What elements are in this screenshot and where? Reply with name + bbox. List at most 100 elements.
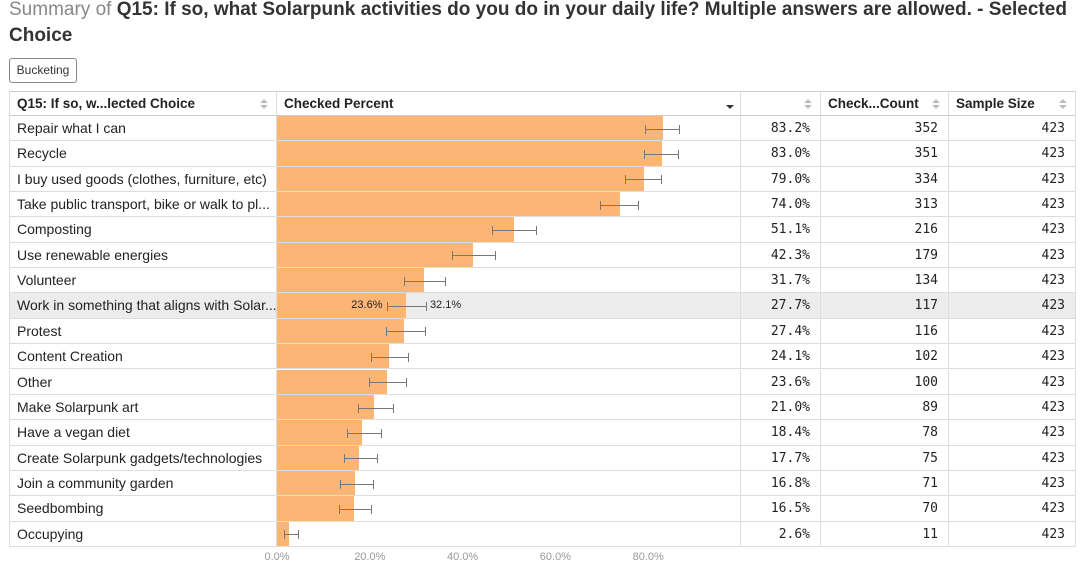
row-label[interactable]: Join a community garden [9,470,277,497]
sample-value: 423 [949,521,1076,547]
count-value: 89 [821,394,949,421]
row-label[interactable]: Content Creation [9,344,277,370]
sample-value: 423 [949,293,1076,319]
percent-value: 27.4% [741,318,821,345]
row-label[interactable]: Take public transport, bike or walk to p… [9,192,277,218]
ci-label: 23.6% [351,299,383,312]
row-label[interactable]: Use renewable energies [9,242,277,269]
error-cap [357,403,359,413]
percent-value: 83.2% [741,116,821,142]
row-label[interactable]: Repair what I can [9,116,277,142]
sample-value: 423 [949,192,1076,218]
column-header[interactable]: Sample Size [949,91,1076,116]
error-cap [405,378,407,388]
row-label[interactable]: Occupying [9,521,277,547]
row-label[interactable]: Create Solarpunk gadgets/technologies [9,445,277,471]
row-label[interactable]: Have a vegan diet [9,420,277,446]
title-prefix: Summary of [9,0,112,20]
error-bar [385,331,425,333]
x-tick-label: 60.0% [539,550,571,563]
count-value: 352 [821,116,949,142]
x-tick-label: 20.0% [354,550,386,563]
error-bar [625,179,661,181]
sample-value: 423 [949,470,1076,497]
sort-icon [932,99,940,109]
bar [277,369,387,394]
table: Q15: If so, w...lected Choice Checked Per… [9,91,1076,563]
percent-value: 16.8% [741,470,821,497]
sample-value: 423 [949,141,1076,167]
row-label[interactable]: Work in something that aligns with Solar… [9,293,277,319]
error-cap [283,530,285,540]
row-label[interactable]: I buy used goods (clothes, furniture, et… [9,166,277,193]
title-text: Q15: If so, what Solarpunk activities do… [9,0,1067,46]
bar [277,420,363,445]
bucketing-button[interactable]: Bucketing [9,58,77,83]
percent-value: 31.7% [741,268,821,294]
error-cap [599,200,601,210]
count-value: 134 [821,268,949,294]
row-label[interactable]: Protest [9,318,277,345]
dropdown-icon [726,105,734,109]
column-header[interactable] [741,91,821,116]
bar [277,445,360,470]
count-value: 78 [821,420,949,446]
error-cap [386,302,388,312]
column-header[interactable]: Checked Percent [277,91,741,116]
bar [277,217,515,242]
sample-value: 423 [949,496,1076,522]
bar [277,116,664,141]
error-cap [451,251,453,261]
error-bar [451,255,496,257]
error-cap [343,454,345,464]
column-header[interactable]: Q15: If so, w...lected Choice [9,91,277,116]
sort-icon [1059,99,1067,109]
count-value: 351 [821,141,949,167]
error-cap [677,150,679,160]
sample-value: 423 [949,116,1076,142]
error-cap [371,504,373,514]
x-tick-label: 40.0% [446,550,479,563]
sample-value: 423 [949,166,1076,193]
error-cap [346,428,348,438]
error-cap [495,251,497,261]
row-label[interactable]: Volunteer [9,268,277,294]
row-label[interactable]: Make Solarpunk art [9,394,277,421]
percent-value: 27.7% [741,293,821,319]
row-label[interactable]: Seedbombing [9,496,277,522]
row-label[interactable]: Composting [9,217,277,243]
error-cap [377,454,379,464]
error-cap [678,124,680,134]
percent-value: 24.1% [741,344,821,370]
error-cap [338,504,340,514]
percent-value: 51.1% [741,217,821,243]
percent-value: 17.7% [741,445,821,471]
percent-value: 16.5% [741,496,821,522]
error-cap [298,530,300,540]
error-cap [339,479,341,489]
error-bar [339,483,373,485]
sample-value: 423 [949,445,1076,471]
error-cap [372,479,374,489]
row-label[interactable]: Other [9,369,277,395]
sample-value: 423 [949,369,1076,395]
error-cap [445,276,447,286]
error-bar [338,508,372,510]
column-header[interactable]: Check...Count [821,91,949,116]
count-value: 100 [821,369,949,395]
percent-value: 74.0% [741,192,821,218]
bar [277,293,406,318]
title: Summary of Q15: If so, what Solarpunk ac… [9,0,1069,49]
bar [277,141,663,166]
error-bar [491,230,537,232]
error-bar [371,356,409,358]
sample-value: 423 [949,268,1076,294]
sample-value: 423 [949,420,1076,446]
error-cap [408,352,410,362]
error-cap [425,302,427,312]
row-label[interactable]: Recycle [9,141,277,167]
count-value: 70 [821,496,949,522]
error-bar [644,154,678,156]
error-bar [346,432,381,434]
count-value: 116 [821,318,949,345]
